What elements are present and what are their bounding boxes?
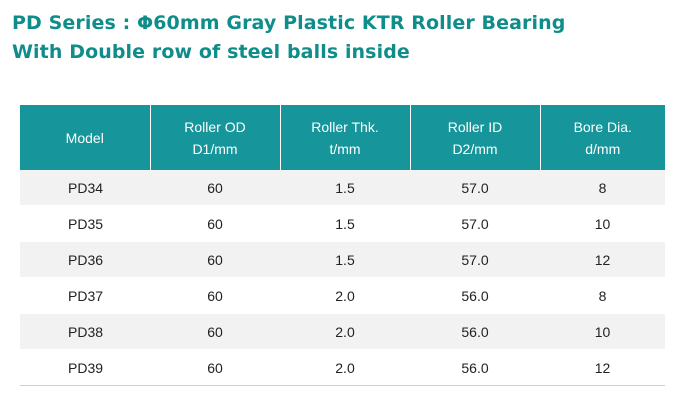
page-title: PD Series : Φ60mm Gray Plastic KTR Rolle… <box>12 9 682 67</box>
table-row: PD39 60 2.0 56.0 12 <box>20 349 665 386</box>
header-roller-thickness-unit: t/mm <box>329 140 361 157</box>
cell-model: PD39 <box>20 349 150 386</box>
cell-bore-diameter: 10 <box>540 313 665 350</box>
header-roller-id-unit: D2/mm <box>452 140 498 157</box>
cell-roller-id: 57.0 <box>410 205 540 242</box>
cell-bore-diameter: 12 <box>540 349 665 386</box>
cell-roller-id: 56.0 <box>410 277 540 314</box>
title-line-2: With Double row of steel balls inside <box>12 41 410 63</box>
cell-bore-diameter: 12 <box>540 241 665 278</box>
cell-roller-thickness: 2.0 <box>280 277 410 314</box>
cell-model: PD36 <box>20 241 150 278</box>
cell-model: PD37 <box>20 277 150 314</box>
header-bore-diameter: Bore Dia. d/mm <box>540 105 665 170</box>
header-roller-id: Roller ID D2/mm <box>410 105 541 170</box>
table-row: PD36 60 1.5 57.0 12 <box>20 241 665 278</box>
cell-roller-od: 60 <box>150 241 280 278</box>
header-roller-od-unit: D1/mm <box>192 140 238 157</box>
cell-roller-od: 60 <box>150 205 280 242</box>
header-roller-thickness-label: Roller Thk. <box>311 118 379 135</box>
cell-bore-diameter: 8 <box>540 277 665 314</box>
header-bore-diameter-label: Bore Dia. <box>573 118 632 135</box>
cell-roller-od: 60 <box>150 170 280 206</box>
cell-roller-thickness: 1.5 <box>280 241 410 278</box>
cell-roller-od: 60 <box>150 313 280 350</box>
cell-model: PD38 <box>20 313 150 350</box>
table-row: PD35 60 1.5 57.0 10 <box>20 205 665 242</box>
cell-roller-thickness: 1.5 <box>280 205 410 242</box>
spec-table: Model Roller OD D1/mm Roller Thk. t/mm R… <box>20 105 665 386</box>
header-roller-thickness: Roller Thk. t/mm <box>280 105 411 170</box>
table-header-row: Model Roller OD D1/mm Roller Thk. t/mm R… <box>20 105 665 170</box>
table-row: PD38 60 2.0 56.0 10 <box>20 313 665 350</box>
header-roller-id-label: Roller ID <box>447 118 503 135</box>
header-roller-od: Roller OD D1/mm <box>150 105 281 170</box>
cell-bore-diameter: 10 <box>540 205 665 242</box>
cell-model: PD34 <box>20 170 150 206</box>
table-row: PD34 60 1.5 57.0 8 <box>20 170 665 206</box>
header-roller-od-label: Roller OD <box>184 118 246 135</box>
cell-roller-thickness: 2.0 <box>280 349 410 386</box>
cell-roller-id: 56.0 <box>410 313 540 350</box>
cell-roller-od: 60 <box>150 349 280 386</box>
cell-bore-diameter: 8 <box>540 170 665 206</box>
cell-roller-id: 56.0 <box>410 349 540 386</box>
cell-roller-id: 57.0 <box>410 170 540 206</box>
header-bore-diameter-unit: d/mm <box>585 140 621 157</box>
cell-model: PD35 <box>20 205 150 242</box>
header-model: Model <box>20 105 151 170</box>
header-model-label: Model <box>65 129 104 146</box>
cell-roller-thickness: 2.0 <box>280 313 410 350</box>
table-row: PD37 60 2.0 56.0 8 <box>20 277 665 314</box>
cell-roller-id: 57.0 <box>410 241 540 278</box>
cell-roller-od: 60 <box>150 277 280 314</box>
title-line-1: PD Series : Φ60mm Gray Plastic KTR Rolle… <box>12 12 566 34</box>
cell-roller-thickness: 1.5 <box>280 170 410 206</box>
